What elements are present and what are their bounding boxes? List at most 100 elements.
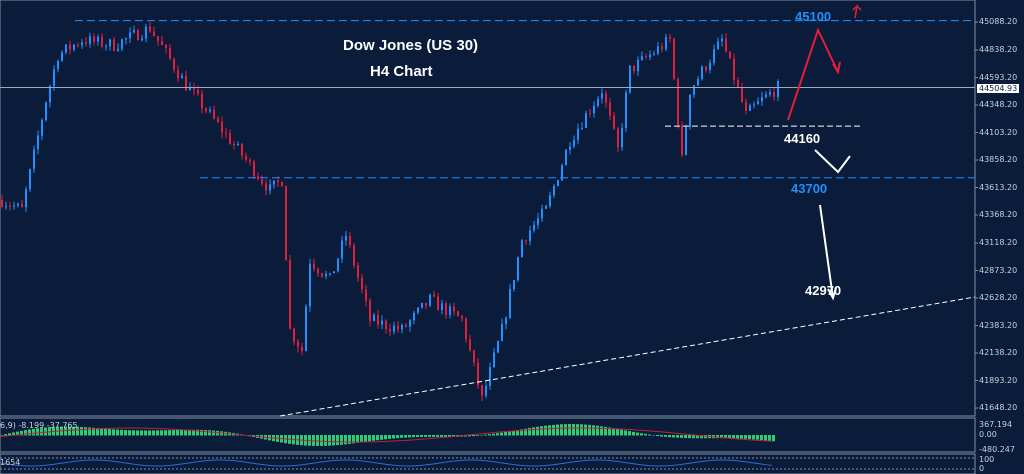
candle xyxy=(637,59,639,72)
macd-signal-line xyxy=(0,427,773,443)
level-label-43700: 43700 xyxy=(791,181,828,196)
macd-bar xyxy=(164,430,167,436)
macd-bar xyxy=(344,435,347,445)
candle xyxy=(361,277,363,290)
candle xyxy=(105,46,107,48)
candle xyxy=(397,325,399,330)
candle xyxy=(545,205,547,209)
macd-bar xyxy=(28,429,31,436)
candle xyxy=(481,385,483,396)
candle xyxy=(53,69,55,86)
macd-bar xyxy=(340,435,343,445)
candle xyxy=(449,306,451,316)
candle xyxy=(297,341,299,347)
candle xyxy=(461,316,463,319)
macd-bar xyxy=(664,435,667,437)
macd-bar xyxy=(36,428,39,436)
candle xyxy=(73,44,75,50)
macd-bar xyxy=(516,430,519,436)
candle xyxy=(485,385,487,396)
candle xyxy=(233,144,235,146)
chart-title: Dow Jones (US 30) xyxy=(343,37,479,54)
macd-bar xyxy=(700,435,703,439)
macd-bar xyxy=(392,435,395,439)
candle xyxy=(745,102,747,111)
candle xyxy=(689,94,691,128)
macd-bar xyxy=(400,435,403,438)
candle xyxy=(141,38,143,41)
macd-bar xyxy=(40,427,43,436)
macd-bar xyxy=(348,435,351,444)
candle xyxy=(301,346,303,352)
candle xyxy=(657,46,659,54)
macd-bar xyxy=(412,435,415,438)
candle xyxy=(561,165,563,181)
candle xyxy=(305,306,307,352)
macd-bar xyxy=(316,435,319,446)
macd-bar xyxy=(152,430,155,436)
candle xyxy=(225,132,227,134)
candle xyxy=(457,311,459,317)
macd-bar xyxy=(660,435,663,437)
macd-bar xyxy=(140,430,143,436)
candle xyxy=(49,85,51,103)
candle xyxy=(773,91,775,98)
candle xyxy=(129,32,131,39)
candle xyxy=(725,38,727,52)
candle xyxy=(573,139,575,147)
macd-bar xyxy=(336,435,339,446)
macd-bar xyxy=(520,429,523,436)
candle xyxy=(733,58,735,81)
candle xyxy=(497,341,499,353)
candle xyxy=(273,180,275,185)
candle xyxy=(337,258,339,272)
candle xyxy=(109,39,111,47)
price-tick: 44348.20 xyxy=(979,100,1018,110)
candle xyxy=(17,203,19,206)
candle xyxy=(369,300,371,321)
candle xyxy=(521,240,523,258)
macd-bar xyxy=(584,424,587,436)
macd-bar xyxy=(572,424,575,436)
candle xyxy=(577,128,579,140)
macd-bar xyxy=(636,432,639,436)
candle xyxy=(517,257,519,281)
candle xyxy=(25,189,27,208)
candle xyxy=(445,303,447,316)
candle xyxy=(501,323,503,342)
macd-bar xyxy=(48,427,51,436)
candle xyxy=(757,101,759,105)
price-tick: 43368.20 xyxy=(979,210,1018,219)
macd-bar xyxy=(428,435,431,437)
macd-bar xyxy=(648,434,651,436)
macd-bar xyxy=(688,435,691,439)
macd-bar xyxy=(96,428,99,436)
price-tick: 44593.20 xyxy=(979,72,1018,82)
candle xyxy=(201,93,203,109)
candle xyxy=(629,65,631,93)
candle xyxy=(505,317,507,324)
macd-bar xyxy=(368,435,371,442)
candle xyxy=(265,183,267,191)
candle xyxy=(333,271,335,274)
macd-bar xyxy=(136,430,139,436)
macd-bar xyxy=(628,431,631,436)
candle xyxy=(513,280,515,290)
candle xyxy=(261,178,263,184)
candle xyxy=(61,52,63,61)
macd-bar xyxy=(704,435,707,439)
macd-bar xyxy=(76,426,79,436)
macd-bar xyxy=(552,424,555,436)
candle xyxy=(405,325,407,327)
candle xyxy=(145,26,147,39)
candle xyxy=(177,69,179,79)
candle xyxy=(137,30,139,41)
candle xyxy=(317,268,319,274)
candle xyxy=(345,235,347,241)
red-up-arrow xyxy=(852,3,862,19)
macd-bar xyxy=(728,435,731,439)
candle xyxy=(661,46,663,50)
candle xyxy=(33,149,35,170)
